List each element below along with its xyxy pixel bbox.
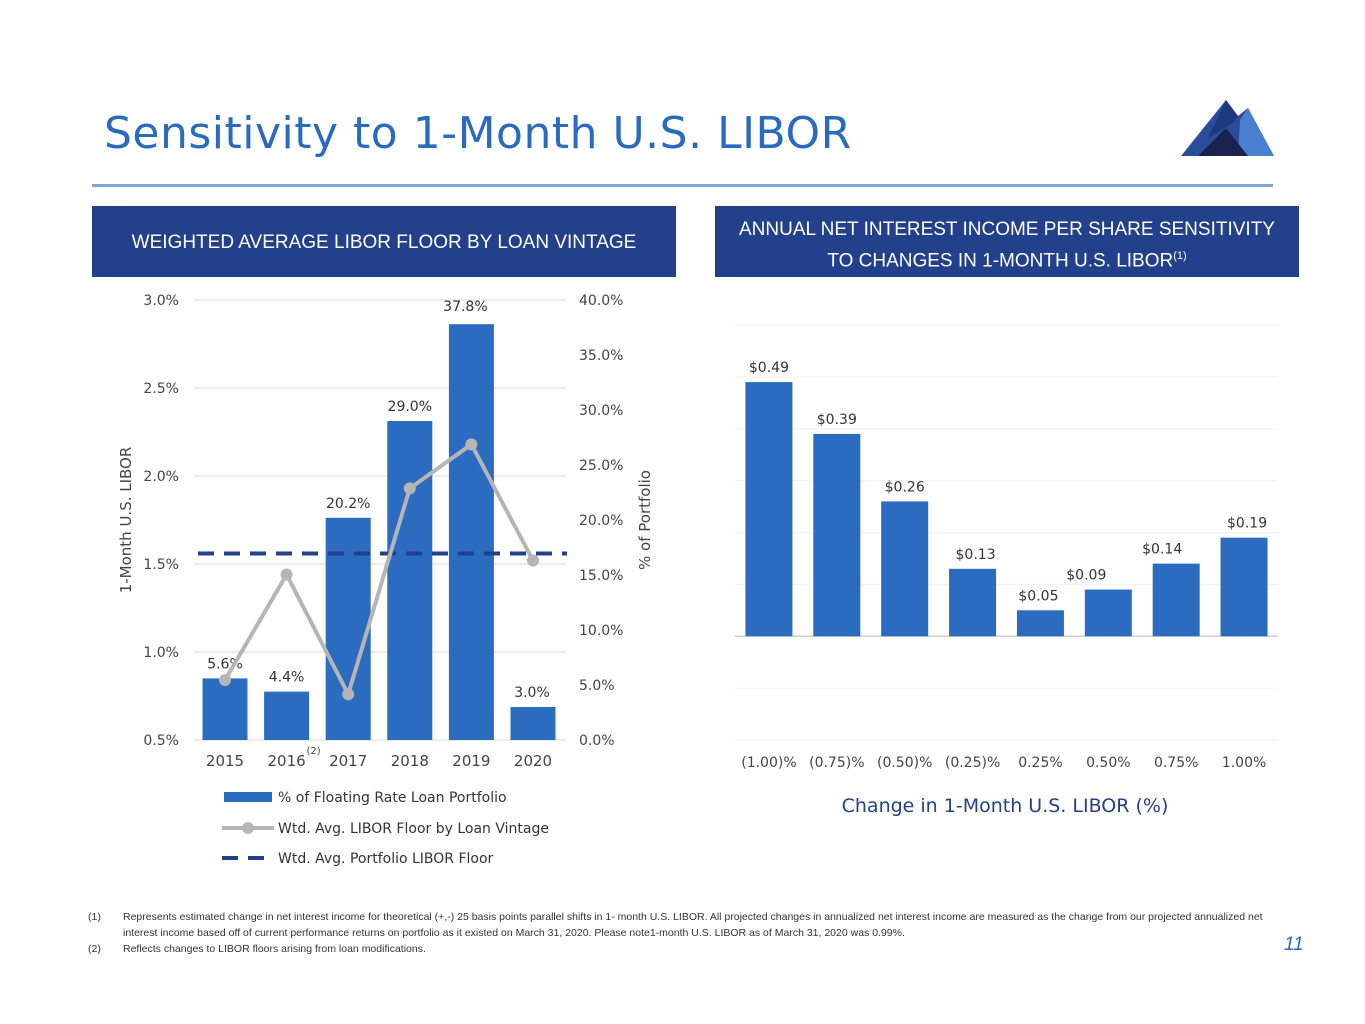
right-panel-header: ANNUAL NET INTEREST INCOME PER SHARE SEN… — [715, 206, 1299, 277]
vintage-bar — [264, 691, 310, 740]
vintage-floor-point — [219, 674, 231, 687]
right-axis-tick-label: 0.0% — [579, 733, 615, 749]
vintage-category-label: 2016 — [268, 752, 306, 770]
footnote-number: (2) — [88, 943, 101, 955]
nii-sensitivity-chart: $0.49 $0.39 $0.26 $0.13 $0.05 $0.09 $0.14 $0.19… — [735, 324, 1278, 817]
left-axis-tick-label: 1.5% — [143, 557, 179, 573]
title-divider — [92, 184, 1273, 187]
sensitivity-bar — [1220, 537, 1268, 637]
vintage-floor-point — [342, 688, 355, 701]
footnotes: (1) Represents estimated change in net i… — [88, 909, 1268, 957]
left-axis-title: 1-Month U.S. LIBOR — [117, 447, 135, 594]
sensitivity-category-label: 0.50% — [1086, 755, 1130, 771]
vintage-category-label: 2017 — [329, 752, 367, 770]
sensitivity-category-label: (0.25)% — [945, 755, 1000, 771]
vintage-category-label: 2020 — [514, 752, 552, 770]
sensitivity-bar — [745, 382, 793, 637]
left-axis-tick-label: 3.0% — [143, 293, 179, 309]
left-panel-header-text: WEIGHTED AVERAGE LIBOR FLOOR BY LOAN VIN… — [131, 232, 637, 253]
right-axis-tick-label: 10.0% — [579, 623, 623, 639]
vintage-category-label: 2018 — [391, 752, 429, 770]
sensitivity-category-label: (1.00)% — [741, 755, 796, 771]
libor-floor-vintage-chart: 0.5% 1.0% 1.5% 2.0% 2.5% 3.0% 0.0% 5.0% 10.0% 15.… — [117, 293, 654, 867]
right-axis-tick-label: 20.0% — [579, 513, 623, 529]
right-axis-tick-label: 15.0% — [579, 568, 623, 584]
footnote-number: (1) — [88, 911, 101, 923]
sensitivity-bar — [813, 433, 861, 637]
sensitivity-bar-data-label: $0.13 — [956, 547, 996, 563]
vintage-floor-point — [527, 554, 539, 567]
mountain-logo-icon — [1181, 100, 1274, 156]
x-axis-title: Change in 1-Month U.S. LIBOR (%) — [842, 795, 1169, 817]
right-panel-header-line2-text: TO CHANGES IN 1-MONTH U.S. LIBOR — [827, 250, 1174, 272]
sensitivity-bar — [1152, 563, 1200, 637]
footnote-text: Represents estimated change in net inter… — [123, 911, 1263, 939]
vintage-floor-point — [280, 568, 293, 581]
vintage-bar — [510, 707, 556, 740]
sensitivity-bar-data-label: $0.19 — [1227, 516, 1267, 532]
header-footnote-ref: (1) — [1173, 250, 1187, 262]
footnote-1: (1) Represents estimated change in net i… — [88, 909, 1268, 941]
vintage-bar — [202, 678, 248, 740]
sensitivity-category-label: 1.00% — [1222, 755, 1266, 771]
sensitivity-bar — [1016, 610, 1064, 637]
vintage-bar — [325, 517, 371, 740]
vintage-bar-data-label: 3.0% — [514, 685, 550, 701]
vintage-floor-point — [465, 438, 478, 451]
left-axis-tick-label: 2.5% — [143, 381, 179, 397]
sensitivity-bar-data-label: $0.39 — [817, 412, 857, 428]
legend-label: Wtd. Avg. LIBOR Floor by Loan Vintage — [278, 821, 549, 837]
legend-line-marker — [242, 822, 254, 834]
sensitivity-category-label: (0.75)% — [809, 755, 864, 771]
vintage-bar-data-label: 29.0% — [388, 399, 432, 415]
vintage-bar-data-label: 37.8% — [443, 299, 487, 315]
right-axis-tick-label: 30.0% — [579, 403, 623, 419]
vintage-bar-data-label: 20.2% — [326, 496, 370, 512]
sensitivity-bar — [949, 568, 997, 637]
sensitivity-category-label: 0.25% — [1018, 755, 1062, 771]
legend-label: Wtd. Avg. Portfolio LIBOR Floor — [278, 851, 494, 867]
sensitivity-bar — [1084, 589, 1132, 637]
sensitivity-bar-data-label: $0.05 — [1018, 588, 1058, 604]
vintage-floor-line — [223, 441, 535, 700]
left-axis-tick-label: 0.5% — [143, 733, 179, 749]
right-panel-header-line1: ANNUAL NET INTEREST INCOME PER SHARE SEN… — [739, 219, 1275, 240]
legend-label: % of Floating Rate Loan Portfolio — [278, 790, 507, 806]
page-number: 11 — [1284, 934, 1304, 955]
vintage-bar-data-label: 4.4% — [269, 670, 305, 686]
sensitivity-bar-data-label: $0.26 — [885, 479, 925, 495]
legend-bar-swatch — [224, 792, 272, 802]
vintage-floor-point — [403, 482, 416, 495]
sensitivity-category-label: (0.50)% — [877, 755, 932, 771]
sensitivity-bar-data-label: $0.09 — [1066, 568, 1106, 584]
vintage-bar — [448, 324, 494, 740]
sensitivity-category-label: 0.75% — [1154, 755, 1198, 771]
left-axis-tick-label: 1.0% — [143, 645, 179, 661]
right-axis-tick-label: 25.0% — [579, 458, 623, 474]
vintage-category-label: 2019 — [452, 752, 490, 770]
page-title: Sensitivity to 1-Month U.S. LIBOR — [104, 108, 852, 159]
right-axis-tick-label: 5.0% — [579, 678, 615, 694]
vintage-category-label: 2015 — [206, 752, 244, 770]
sensitivity-bar-data-label: $0.49 — [749, 360, 789, 376]
sensitivity-bar — [881, 501, 929, 637]
footnote-text: Reflects changes to LIBOR floors arising… — [123, 943, 426, 955]
left-axis-tick-label: 2.0% — [143, 469, 179, 485]
left-panel-header: WEIGHTED AVERAGE LIBOR FLOOR BY LOAN VIN… — [92, 206, 676, 277]
right-axis-title: % of Portfolio — [636, 470, 654, 570]
vintage-bar — [387, 421, 433, 740]
footnote-2: (2) Reflects changes to LIBOR floors ari… — [88, 941, 1268, 957]
right-axis-tick-label: 35.0% — [579, 348, 623, 364]
category-footnote-ref: (2) — [307, 746, 321, 757]
right-axis-tick-label: 40.0% — [579, 293, 623, 309]
sensitivity-bar-data-label: $0.14 — [1142, 542, 1182, 558]
right-panel-header-line2: TO CHANGES IN 1-MONTH U.S. LIBOR(1) — [715, 243, 1299, 274]
